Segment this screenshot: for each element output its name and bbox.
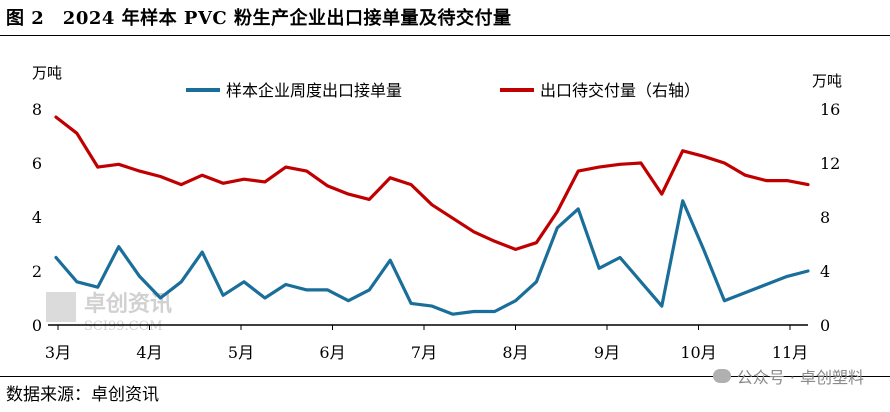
month-tick-label: 5月: [228, 343, 254, 362]
wechat-icon: [712, 369, 731, 383]
legend-label-series2: 出口待交付量（右轴）: [540, 81, 700, 100]
watermark-en: SCI99.COM: [84, 319, 163, 334]
right-tick-label: 16: [820, 100, 840, 119]
right-tick-label: 8: [820, 208, 830, 227]
right-tick-label: 0: [820, 316, 830, 335]
right-axis-unit: 万吨: [812, 72, 842, 90]
right-tick-label: 12: [820, 154, 840, 173]
watermark-logo-icon: [46, 292, 76, 322]
month-tick-label: 4月: [136, 343, 162, 362]
left-tick-label: 0: [32, 316, 42, 335]
legend: 样本企业周度出口接单量 出口待交付量（右轴）: [186, 81, 700, 100]
series-layer: [54, 115, 810, 316]
legend-label-series1: 样本企业周度出口接单量: [226, 81, 402, 100]
series-line-2: [54, 115, 810, 251]
left-axis-unit: 万吨: [32, 64, 62, 82]
chart-title: 图 2 2024 年样本 PVC 粉生产企业出口接单量及待交付量: [6, 8, 512, 29]
left-tick-labels: 0 2 4 6 8: [32, 100, 42, 335]
left-tick-label: 2: [32, 262, 42, 281]
left-tick-label: 8: [32, 100, 42, 119]
data-source: 数据来源：卓创资讯: [6, 385, 159, 405]
right-tick-labels: 0 4 8 12 16: [820, 100, 840, 335]
month-tick-label: 9月: [594, 343, 620, 362]
month-tick-label: 10月: [680, 343, 716, 362]
month-tick-labels: 3月 4月 5月 6月 7月 8月 9月 10月 11月: [45, 343, 808, 362]
right-tick-label: 4: [820, 262, 830, 281]
brand-text: 公众号 · 卓创塑料: [736, 368, 864, 387]
series-line-1: [54, 199, 810, 316]
month-tick-label: 6月: [319, 343, 345, 362]
month-tick-label: 3月: [45, 343, 71, 362]
x-tick-marks: [57, 325, 791, 330]
left-tick-label: 6: [32, 154, 42, 173]
footer-rule: [0, 376, 890, 377]
watermark: 卓创资讯 SCI99.COM: [46, 291, 172, 334]
month-tick-label: 7月: [411, 343, 437, 362]
title-rule: [0, 35, 890, 36]
month-tick-label: 11月: [772, 343, 808, 362]
left-tick-label: 4: [32, 208, 42, 227]
brand-mark: 公众号 · 卓创塑料: [712, 364, 864, 388]
month-tick-label: 8月: [502, 343, 528, 362]
